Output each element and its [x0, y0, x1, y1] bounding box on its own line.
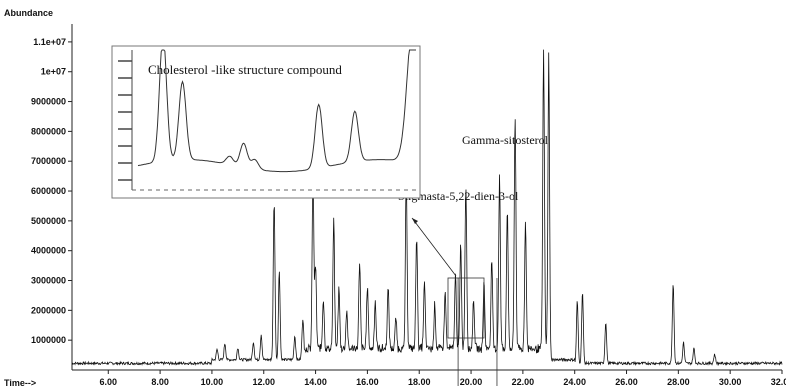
x-axis-label: Time--> [4, 378, 36, 388]
x-tick-label: 32.00 [771, 377, 786, 387]
y-tick-label: 8000000 [31, 126, 66, 136]
y-tick-label: 5000000 [31, 216, 66, 226]
y-tick-label: 3000000 [31, 276, 66, 286]
x-tick-label: 22.00 [512, 377, 535, 387]
x-tick-label: 28.00 [667, 377, 690, 387]
x-ticks: 6.00 8.00 10.00 12.00 14.00 16.00 18.00 20.00 22… [100, 370, 786, 387]
inset-arrow [411, 217, 457, 277]
y-tick-label: 7000000 [31, 156, 66, 166]
inset-trace [137, 49, 416, 173]
x-tick-label: 26.00 [615, 377, 638, 387]
x-tick-label: 12.00 [252, 377, 275, 387]
x-tick-label: 10.00 [201, 377, 224, 387]
chromatogram-trace [71, 49, 783, 367]
y-ticks: 1000000 2000000 3000000 4000000 5000000 60000… [31, 37, 72, 345]
x-tick-label: 16.00 [356, 377, 379, 387]
x-tick-label: 14.00 [304, 377, 327, 387]
y-tick-label: 1e+07 [41, 67, 66, 77]
inset-frame [111, 45, 421, 199]
annotation-gamma-sitosterol: Gamma-sitosterol [462, 133, 549, 147]
x-tick-label: 6.00 [100, 377, 118, 387]
x-tick-label: 24.00 [563, 377, 586, 387]
inset-plot: Cholesterol -like structure compound [111, 45, 421, 199]
y-tick-label: 1000000 [31, 335, 66, 345]
annotation-stigmasta: Stigmasta-5,22-dien-3-ol [398, 189, 519, 203]
x-tick-label: 18.00 [408, 377, 431, 387]
inset-ticks [118, 50, 418, 191]
x-tick-label: 20.00 [460, 377, 483, 387]
y-tick-label: 6000000 [31, 186, 66, 196]
x-tick-label: 30.00 [719, 377, 742, 387]
y-tick-label: 1.1e+07 [33, 37, 66, 47]
y-tick-label: 4000000 [31, 246, 66, 256]
inset-arrowhead [412, 218, 418, 224]
inset-title: Cholesterol -like structure compound [148, 62, 342, 77]
y-tick-label: 9000000 [31, 97, 66, 107]
y-axis-label: Abundance [4, 8, 53, 18]
zoom-region-box [447, 277, 485, 339]
marker-lines [457, 278, 498, 386]
y-tick-label: 2000000 [31, 305, 66, 315]
x-tick-label: 8.00 [151, 377, 169, 387]
